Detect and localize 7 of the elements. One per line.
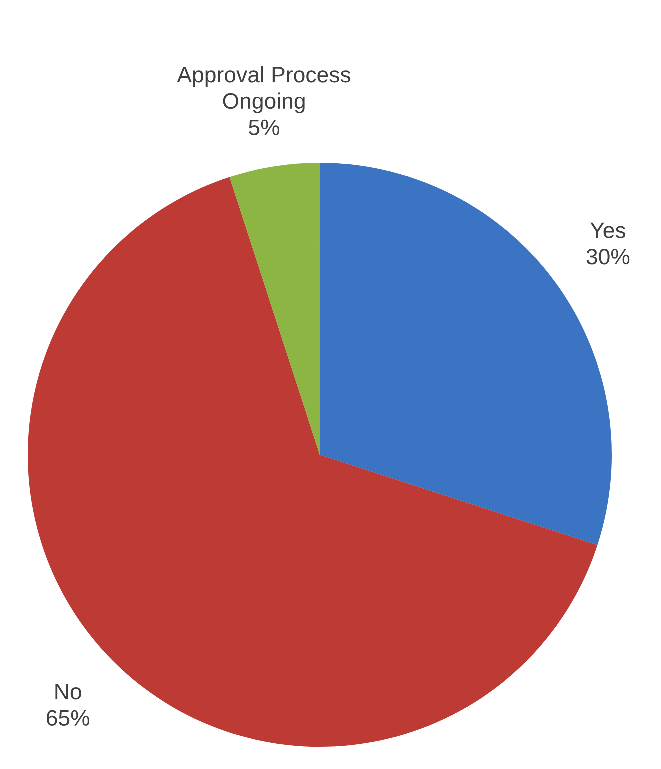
slice-label: No [56, 684, 82, 700]
slice-label: Approval Process Ongoing [177, 66, 351, 114]
data-label: 5% [249, 120, 280, 136]
pie-slice [230, 163, 320, 455]
data-label: 65% [46, 710, 90, 726]
slice-label: Yes [590, 222, 626, 238]
data-label: 30% [586, 249, 630, 265]
